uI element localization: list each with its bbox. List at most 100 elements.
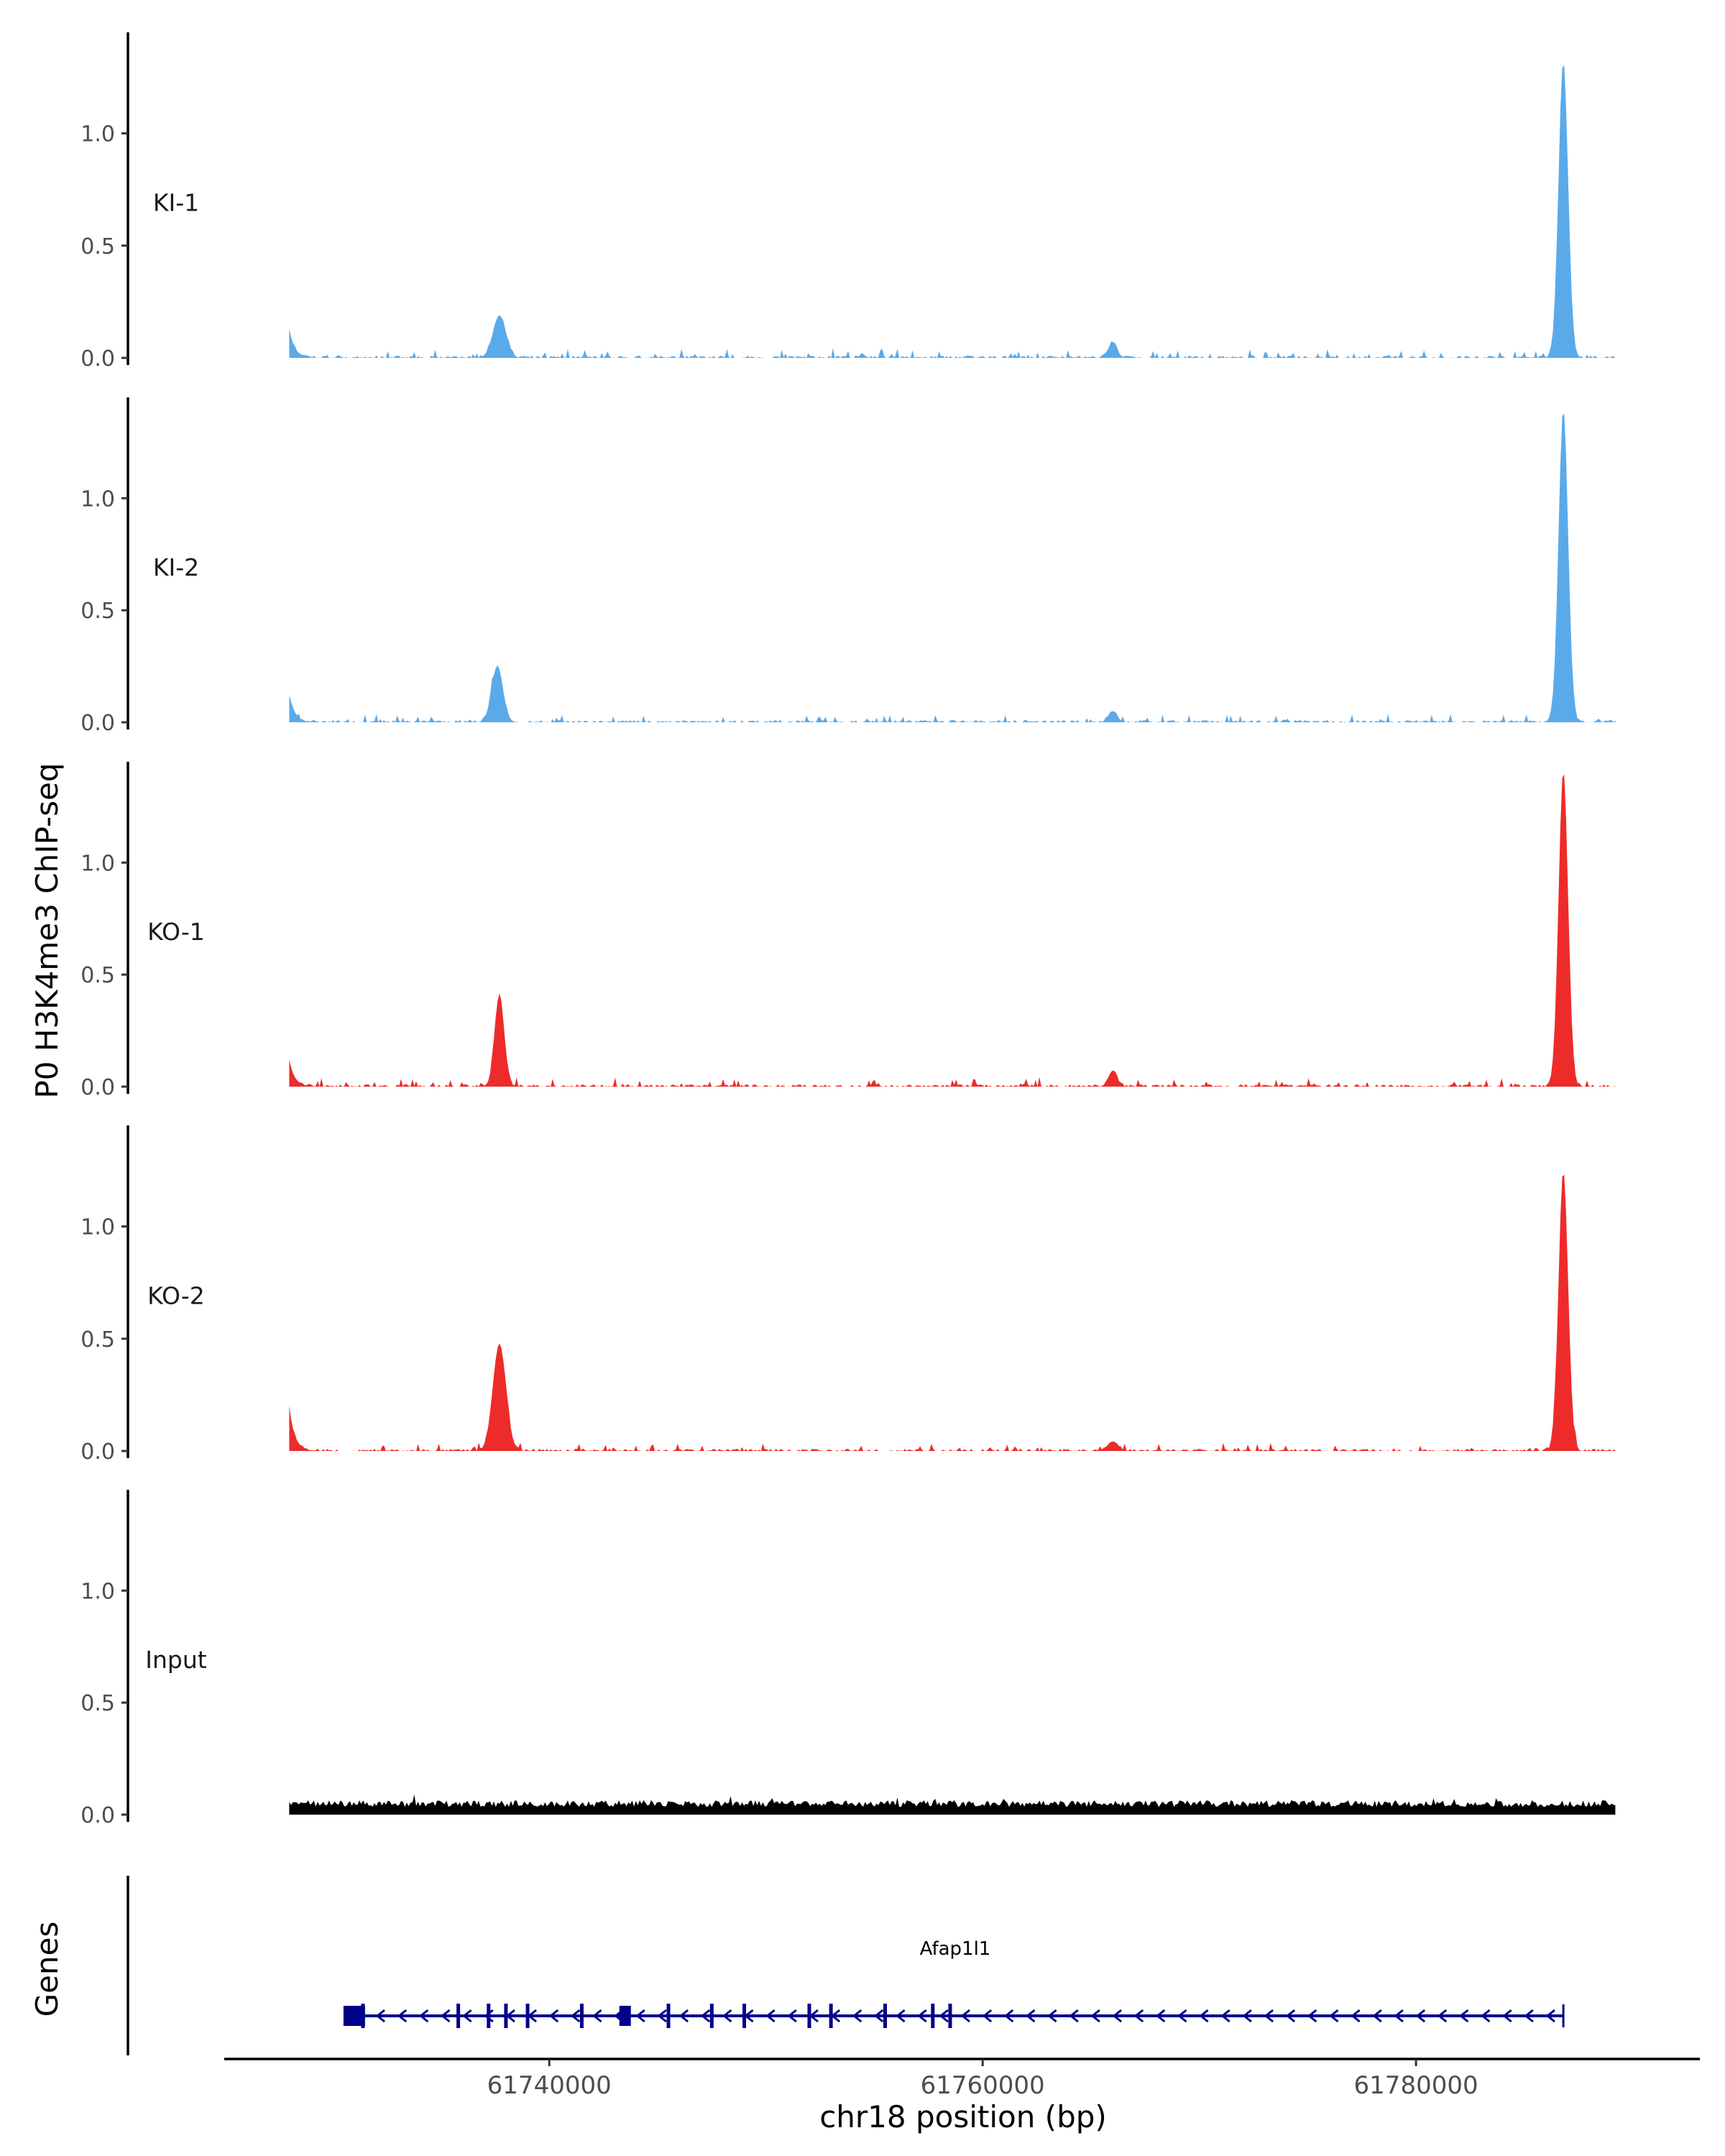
strand-arrow [700,2009,711,2023]
strand-arrow [397,2009,408,2023]
strand-arrow [484,2009,494,2023]
y-tick-label: 0.0 [80,1439,115,1465]
strand-arrow [1307,2009,1317,2023]
strand-arrow [1047,2009,1057,2023]
strand-arrow [1545,2009,1555,2023]
strand-arrow [1177,2009,1187,2023]
gene-name-label: Afap1l1 [920,1938,991,1960]
exon [456,2004,461,2028]
strand-arrow [657,2009,667,2023]
exon [525,2004,530,2028]
strand-arrow [1415,2009,1426,2023]
strand-arrow [1329,2009,1339,2023]
exon [742,2004,747,2028]
y-axis-title: P0 H3K4me3 ChIP-seq [29,763,65,1098]
x-axis: 61740000 61760000 61780000 [224,2058,1700,2100]
y-tick-label: 0.0 [80,346,115,372]
strand-arrow [917,2009,927,2023]
exon [883,2004,887,2028]
strand-arrow [1372,2009,1382,2023]
x-tick-label: 61760000 [921,2071,1045,2100]
track-ko-1: 0.0 0.5 1.0 KO-1 [80,762,1616,1100]
track-ki-1: 0.0 0.5 1.0 KI-1 [80,32,1616,372]
track-input: 0.0 0.5 1.0 Input [80,1490,1616,1828]
exon [666,2004,671,2028]
genes-axis-title: Genes [29,1922,65,2017]
strand-arrow [1069,2009,1079,2023]
strand-arrow [592,2009,602,2023]
strand-arrow [1199,2009,1209,2023]
track-ki-2: 0.0 0.5 1.0 KI-2 [80,397,1616,736]
strand-arrow [441,2009,451,2023]
y-tick-label: 1.0 [80,851,115,876]
track-label: KO-2 [147,1281,205,1309]
strand-arrow [1133,2009,1144,2023]
strand-arrow [960,2009,970,2023]
track-label: Input [145,1646,207,1674]
track-ko-2: 0.0 0.5 1.0 KO-2 [80,1125,1616,1465]
track-label: KO-1 [147,918,205,946]
strand-arrow [1090,2009,1100,2023]
strand-arrow [874,2009,884,2023]
coverage-area [289,65,1616,358]
exon [709,2004,714,2028]
strand-arrow [1155,2009,1166,2023]
x-tick-label: 61780000 [1354,2071,1478,2100]
strand-arrow [548,2009,559,2023]
y-tick-label: 0.5 [80,234,115,259]
strand-arrow [418,2009,429,2023]
strand-arrow [1026,2009,1036,2023]
strand-arrow [1112,2009,1122,2023]
track-label: KI-1 [153,188,199,216]
x-axis-title: chr18 position (bp) [819,2099,1107,2134]
coverage-area [289,413,1616,722]
strand-arrow [1220,2009,1230,2023]
strand-arrow [939,2009,949,2023]
strand-arrow [1351,2009,1361,2023]
y-tick-label: 1.0 [80,122,115,147]
y-tick-label: 0.0 [80,1803,115,1828]
y-tick-label: 1.0 [80,1215,115,1240]
strand-arrow [1394,2009,1404,2023]
strand-arrow [1437,2009,1448,2023]
genes-panel: Afap1l1 [126,1876,1565,2055]
strand-arrow [570,2009,581,2023]
y-tick-label: 1.0 [80,487,115,512]
strand-arrow [722,2009,732,2023]
strand-arrow [982,2009,993,2023]
exon [361,2004,365,2028]
strand-arrow [1285,2009,1296,2023]
strand-arrow [635,2009,645,2023]
coverage-area [289,1174,1616,1451]
strand-arrow [678,2009,689,2023]
y-tick-label: 0.5 [80,1691,115,1716]
strand-arrow [1502,2009,1512,2023]
y-tick-label: 0.5 [80,963,115,988]
exon [948,2004,952,2028]
y-tick-label: 0.0 [80,1075,115,1100]
track-label: KI-2 [153,553,199,581]
y-tick-label: 1.0 [80,1579,115,1604]
strand-arrow [1264,2009,1274,2023]
strand-arrow [852,2009,862,2023]
strand-arrow [1459,2009,1469,2023]
y-tick-label: 0.5 [80,1327,115,1353]
exon [579,2004,584,2028]
strand-arrow [1481,2009,1491,2023]
exon [829,2004,833,2028]
tracks-layer: 0.00.51.0KI-10.00.51.0KI-20.00.51.0KO-10… [80,32,1616,1828]
strand-arrow [1524,2009,1534,2023]
strand-arrow [462,2009,472,2023]
exon [504,2004,508,2028]
strand-arrow [1242,2009,1252,2023]
exon [619,2006,631,2026]
exon [931,2004,935,2028]
exon [807,2004,811,2028]
y-tick-label: 0.5 [80,599,115,624]
strand-arrow [787,2009,797,2023]
strand-arrow [896,2009,906,2023]
strand-arrow [375,2009,385,2023]
strand-arrow [1003,2009,1014,2023]
exon [487,2004,491,2028]
